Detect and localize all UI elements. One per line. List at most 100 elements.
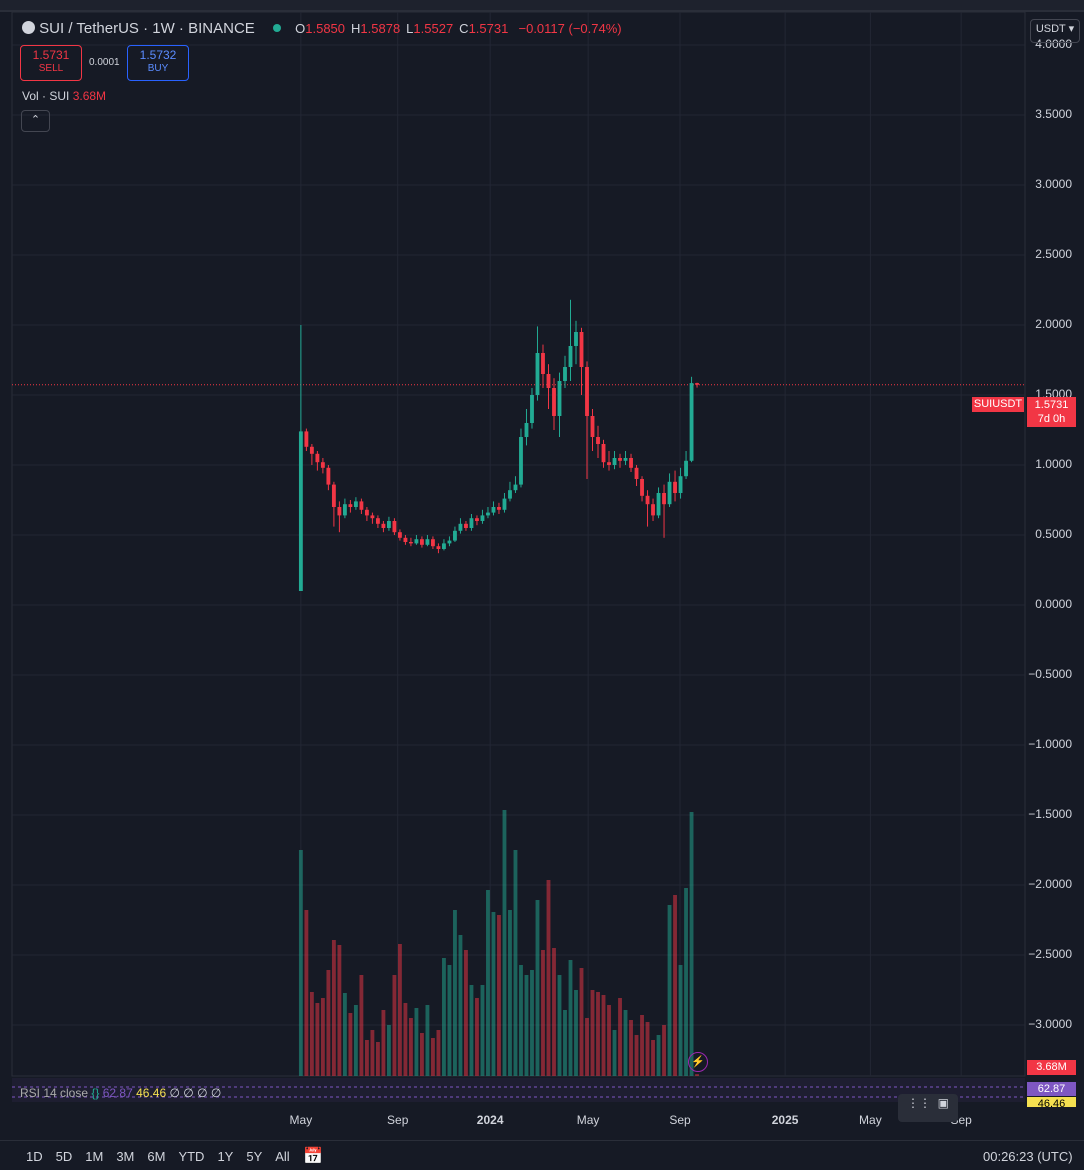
timeframe-button[interactable]: 5D (55, 1149, 73, 1164)
candle-body (364, 509, 369, 516)
buy-label: BUY (147, 63, 169, 74)
candle-body (634, 467, 639, 479)
symbol-tag: SUIUSDT (972, 397, 1024, 412)
volume-bar (315, 1003, 320, 1076)
candle-body (381, 523, 386, 528)
volume-bar (519, 965, 523, 1076)
candle-body (524, 422, 529, 437)
timeframe-button[interactable]: 1Y (217, 1149, 234, 1164)
candle-body (541, 352, 545, 374)
volume-bar (397, 944, 402, 1076)
y-tick-label: −1.5000 (1028, 807, 1072, 821)
candle-body (618, 457, 622, 461)
candle-body (612, 457, 617, 465)
volume-bar (524, 975, 529, 1076)
rsi-legend: RSI 14 close {} 62.87 46.46 ∅ ∅ ∅ ∅ (20, 1086, 222, 1100)
currency-button[interactable]: USDT ▾ (1030, 19, 1080, 43)
candle-body (651, 504, 655, 516)
ohlc-label: O (295, 21, 306, 36)
volume-bar (546, 880, 551, 1076)
candle-body (607, 462, 611, 465)
candle-body (552, 387, 556, 416)
candle-body (458, 523, 463, 531)
candle-body (689, 383, 694, 461)
timeframe-button[interactable]: All (275, 1149, 290, 1164)
y-tick-label: −1.0000 (1028, 737, 1072, 751)
candle-body (348, 504, 353, 507)
volume-bar (585, 1018, 589, 1076)
candle-body (320, 462, 325, 468)
alert-icon[interactable]: ⚡ (688, 1052, 708, 1072)
x-tick-label: May (577, 1113, 600, 1127)
timeframe-button[interactable]: 3M (116, 1149, 135, 1164)
y-tick-label: 3.5000 (1035, 107, 1072, 121)
volume-bar (381, 1010, 386, 1076)
buy-button[interactable]: 1.5732 BUY (127, 45, 189, 81)
volume-bar (298, 850, 303, 1076)
timeframe-button[interactable]: 1M (85, 1149, 104, 1164)
volume-value: 3.68M (72, 89, 107, 103)
timeframe-button[interactable]: 1D (26, 1149, 43, 1164)
sell-button[interactable]: 1.5731 SELL (20, 45, 82, 81)
y-tick-label: −0.5000 (1028, 667, 1072, 681)
volume-bar (590, 990, 595, 1076)
volume-bar (431, 1038, 435, 1076)
x-tick-label: 2024 (477, 1113, 504, 1127)
collapse-button[interactable]: ⌃ (21, 110, 50, 132)
volume-bar (508, 910, 512, 1076)
candle-body (480, 515, 485, 521)
volume-bar (331, 940, 336, 1076)
logo (22, 21, 35, 34)
volume-bar (623, 1010, 628, 1076)
timeframes: 1D 5D 1M 3M 6M YTD 1Y 5Y All (26, 1149, 303, 1164)
rsi-pane (12, 1078, 1025, 1102)
candle-body (502, 498, 507, 510)
y-tick-label: 2.5000 (1035, 247, 1072, 261)
candle-body (420, 539, 424, 545)
volume-bar (579, 968, 584, 1076)
candle-body (596, 436, 600, 444)
candle-body (486, 512, 490, 516)
volume-bar (678, 965, 683, 1076)
volume-bar (568, 960, 573, 1076)
volume-bar (414, 1008, 419, 1076)
volume-bar (513, 850, 518, 1076)
y-tick-label: 0.5000 (1035, 527, 1072, 541)
candle-body (337, 506, 342, 516)
candle-body (425, 539, 430, 545)
ohlc-value: 1.5731 (468, 21, 509, 36)
volume-bar (629, 1020, 633, 1076)
timeframe-button[interactable]: YTD (178, 1149, 205, 1164)
volume-bar (596, 992, 600, 1076)
candle-body (497, 506, 501, 510)
price-tag-value: 1.5731 (1034, 399, 1069, 411)
candle-body (530, 394, 534, 423)
volume-bar (673, 895, 677, 1076)
volume-bar (442, 958, 446, 1076)
volume-bar (656, 1035, 661, 1076)
candle-body (304, 431, 309, 447)
candle-body (491, 506, 496, 513)
candle-body (662, 492, 666, 505)
candle-body (508, 490, 512, 499)
volume-bar (634, 1035, 639, 1076)
timeframe-button[interactable]: 6M (147, 1149, 166, 1164)
candle-body (557, 380, 562, 416)
ohlc-label: L (406, 21, 414, 36)
candle-body (535, 352, 540, 395)
candle-body (513, 484, 518, 491)
candle-body (656, 492, 661, 516)
volume-bar (326, 970, 331, 1076)
volume-bar (458, 935, 463, 1076)
timeframe-button[interactable]: 5Y (246, 1149, 263, 1164)
y-tick-label: 1.0000 (1035, 457, 1072, 471)
volume-bar (337, 945, 342, 1076)
volume-bar (464, 950, 468, 1076)
date-range-icon[interactable]: 📅 (303, 1148, 323, 1165)
symbol: SUI / TetherUS · 1W · BINANCE (39, 20, 255, 37)
y-tick-label: −3.0000 (1028, 1017, 1072, 1031)
candle-body (431, 539, 435, 547)
screenshot-button[interactable]: ⋮⋮ ▣ (898, 1094, 958, 1122)
